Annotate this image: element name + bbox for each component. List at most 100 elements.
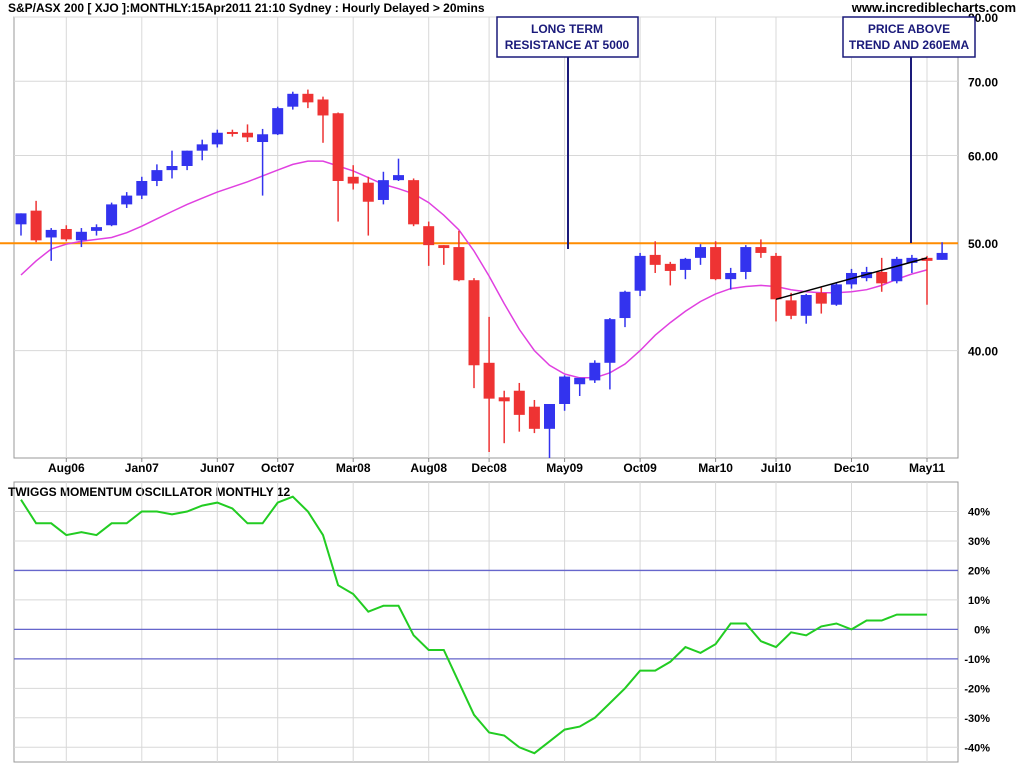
- candle-up: [559, 375, 571, 411]
- candle-up: [695, 244, 706, 265]
- candle-body: [151, 170, 163, 181]
- candle-up: [377, 171, 389, 205]
- candle-up: [136, 176, 148, 200]
- osc-y-tick-label: 0%: [974, 624, 990, 636]
- candle-up: [211, 129, 223, 148]
- candle-body: [649, 254, 661, 265]
- candle-down: [423, 221, 435, 266]
- candle-body: [226, 131, 238, 134]
- candle-up: [121, 192, 133, 208]
- annotation-resistance-line-2: RESISTANCE AT 5000: [505, 38, 630, 52]
- candle-body: [619, 291, 631, 319]
- candle-up: [196, 139, 208, 161]
- chart-title: S&P/ASX 200 [ XJO ]:MONTHLY:15Apr2011 21…: [8, 1, 485, 15]
- candle-body: [438, 245, 450, 249]
- x-tick-label: Jan07: [125, 461, 159, 475]
- candle-up: [604, 318, 616, 390]
- candle-body: [800, 294, 812, 316]
- candle-body: [664, 263, 676, 271]
- candle-up: [151, 164, 163, 187]
- candle-down: [664, 261, 676, 286]
- candle-body: [106, 204, 118, 226]
- x-tick-label: Oct07: [261, 461, 295, 475]
- candle-down: [30, 200, 42, 243]
- x-tick-label: Jun07: [200, 461, 235, 475]
- candle-down: [528, 399, 540, 434]
- oscillator-y-axis: 40% 30% 20% 10% 0% -10% -20% -30% -40%: [964, 506, 990, 754]
- candle-body: [559, 376, 571, 404]
- candle-body: [513, 390, 525, 415]
- candle-body: [75, 231, 87, 241]
- osc-y-tick-label: -40%: [964, 742, 990, 754]
- candle-body: [544, 403, 555, 429]
- candle-down: [710, 241, 722, 281]
- site-url[interactable]: www.incrediblecharts.com: [851, 0, 1016, 15]
- price-y-tick-label: 50.00: [968, 237, 998, 251]
- x-tick-label: May09: [546, 461, 583, 475]
- candle-body: [211, 132, 223, 145]
- x-tick-label: Dec08: [471, 461, 507, 475]
- candle-body: [891, 258, 903, 282]
- candle-body: [785, 300, 797, 316]
- candle-body: [483, 362, 495, 399]
- price-x-axis: Aug06 Jan07 Jun07 Oct07 Mar08 Aug08 Dec08 May09…: [48, 458, 945, 475]
- oscillator-grid: [14, 482, 958, 762]
- candle-body: [679, 258, 691, 270]
- candle-body: [453, 247, 465, 281]
- candle-up: [15, 213, 27, 236]
- candle-body: [921, 257, 933, 261]
- candle-body: [272, 108, 284, 135]
- annotation-price-above: PRICE ABOVE TREND AND 260EMA: [842, 16, 976, 243]
- candle-down: [498, 390, 510, 444]
- candle-body: [30, 210, 42, 241]
- candle-body: [332, 113, 344, 181]
- support-trend-line: [775, 257, 928, 301]
- candle-up: [166, 150, 178, 179]
- candle-body: [574, 377, 586, 385]
- candle-down: [226, 129, 238, 137]
- osc-y-tick-label: -20%: [964, 683, 990, 695]
- candle-body: [377, 180, 389, 200]
- candle-up: [619, 290, 631, 328]
- osc-y-tick-label: 20%: [968, 565, 990, 577]
- candle-body: [634, 255, 646, 291]
- candle-down: [453, 230, 465, 282]
- candle-down: [332, 112, 344, 222]
- candle-body: [408, 180, 420, 225]
- candle-body: [528, 406, 540, 429]
- candle-body: [725, 272, 737, 280]
- x-tick-label: Dec10: [834, 461, 870, 475]
- candle-body: [393, 175, 404, 181]
- candle-body: [770, 255, 782, 300]
- candle-up: [891, 256, 903, 284]
- x-tick-label: Oct09: [623, 461, 657, 475]
- candle-up: [544, 403, 555, 458]
- candle-body: [936, 252, 948, 260]
- candle-down: [483, 316, 495, 453]
- candle-up: [106, 202, 118, 227]
- price-y-tick-label: 40.00: [968, 345, 998, 359]
- candle-down: [513, 382, 525, 432]
- candle-up: [634, 252, 646, 297]
- candle-body: [121, 195, 133, 205]
- price-y-tick-label: 60.00: [968, 149, 998, 163]
- candle-up: [393, 158, 404, 181]
- osc-y-tick-label: 40%: [968, 506, 990, 518]
- candle-down: [362, 176, 374, 236]
- candle-body: [906, 257, 918, 263]
- candle-down: [755, 239, 767, 258]
- candle-up: [574, 377, 586, 396]
- candle-up: [287, 91, 299, 110]
- osc-y-tick-label: -30%: [964, 713, 990, 725]
- x-tick-label: Mar08: [336, 461, 371, 475]
- osc-y-tick-label: -10%: [964, 654, 990, 666]
- oscillator-panel: [13, 481, 959, 763]
- candle-body: [815, 292, 827, 304]
- candle-down: [242, 124, 253, 143]
- candle-body: [60, 228, 72, 240]
- candle-down: [60, 225, 72, 242]
- twiggs-momentum-line: [20, 495, 927, 755]
- candle-body: [604, 319, 616, 363]
- candle-body: [91, 227, 102, 231]
- candle-body: [589, 362, 601, 381]
